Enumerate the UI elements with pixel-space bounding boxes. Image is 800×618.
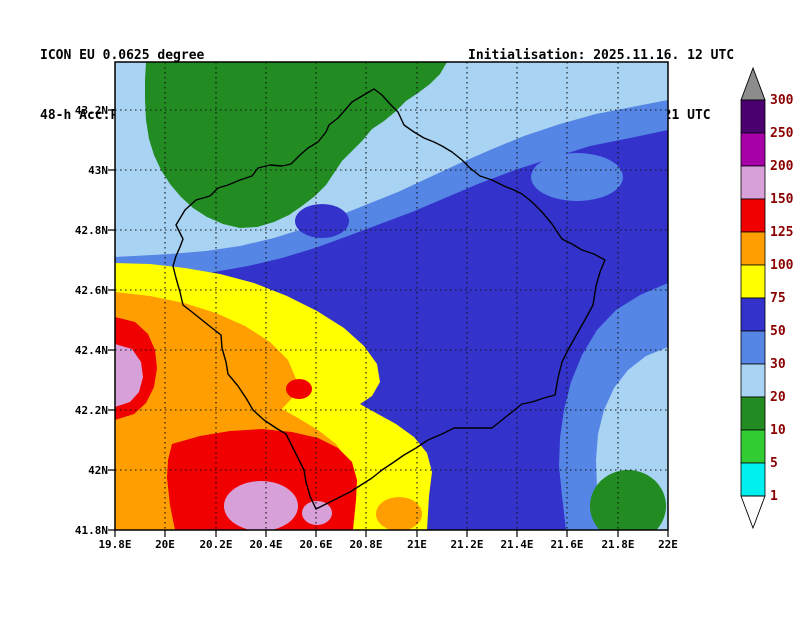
init-time: Initialisation: 2025.11.16. 12 UTC <box>468 48 735 63</box>
legend-label: 5 <box>770 456 778 471</box>
lon-label: 19.8E <box>98 538 131 551</box>
legend-label: 75 <box>770 291 786 306</box>
field-125-150-red-spot <box>286 379 312 399</box>
field-10-20-green-southeast <box>590 470 666 530</box>
lon-label: 20.8E <box>349 538 382 551</box>
model-title: ICON EU 0.0625 degree <box>40 48 205 63</box>
map-frame <box>114 61 669 531</box>
lat-label: 43.2N <box>75 104 108 117</box>
grid-horizontal <box>115 109 668 471</box>
lon-label: 21E <box>407 538 427 551</box>
field-150-200-plum-south-a <box>224 481 298 530</box>
lat-label: 42N <box>88 464 108 477</box>
lat-label: 42.6N <box>75 284 108 297</box>
lon-label: 20E <box>155 538 175 551</box>
lon-label: 20.6E <box>299 538 332 551</box>
legend-label: 20 <box>770 390 786 405</box>
lat-label: 42.8N <box>75 224 108 237</box>
legend-band-10-20 <box>740 396 766 431</box>
lon-ticks <box>114 530 669 537</box>
lon-label: 21.6E <box>550 538 583 551</box>
legend-label: 30 <box>770 357 786 372</box>
legend-label: 300 <box>770 93 794 108</box>
lat-label: 43N <box>88 164 108 177</box>
field-100-125-orange-south-blob <box>376 497 422 530</box>
lat-label: 42.2N <box>75 404 108 417</box>
lon-label: 21.2E <box>450 538 483 551</box>
legend-band-75-100 <box>740 264 766 299</box>
color-scale-legend: 300 250 200 150 125 100 75 50 30 20 10 5… <box>740 66 794 530</box>
field-150-200-plum-south-b <box>302 501 332 525</box>
country-border <box>172 88 606 510</box>
lat-axis: 43.2N 43N 42.8N 42.6N 42.4N 42.2N 42N 41… <box>75 104 115 537</box>
lon-label: 20.4E <box>249 538 282 551</box>
lon-label: 21.4E <box>500 538 533 551</box>
legend-band-150-200 <box>740 165 766 200</box>
legend-label: 100 <box>770 258 794 273</box>
legend-label: 125 <box>770 225 793 240</box>
legend-label: 10 <box>770 423 786 438</box>
lat-label: 41.8N <box>75 524 108 537</box>
lat-ticks <box>108 109 115 531</box>
legend-label: 150 <box>770 192 794 207</box>
legend-band-20-30 <box>740 363 766 398</box>
legend-label: 200 <box>770 159 794 174</box>
legend-band-30-50 <box>740 330 766 365</box>
legend-band-250-300 <box>740 99 766 134</box>
field-30-50-patch-northeast <box>531 153 623 201</box>
field-10-20-green-north <box>145 62 447 228</box>
legend-label: 1 <box>770 489 778 504</box>
legend-arrow-bottom <box>740 495 766 530</box>
legend-band-125-150 <box>740 198 766 233</box>
lat-label: 42.4N <box>75 344 108 357</box>
field-150-200-plum-west <box>115 344 143 407</box>
legend-band-50-75 <box>740 297 766 332</box>
legend-label: 250 <box>770 126 794 141</box>
legend-band-1-5 <box>740 462 766 497</box>
lon-label: 20.2E <box>199 538 232 551</box>
precip-field <box>115 62 668 530</box>
legend-arrow-top <box>740 66 766 101</box>
lon-label: 21.8E <box>601 538 634 551</box>
lon-axis: 19.8E 20E 20.2E 20.4E 20.6E 20.8E 21E 21… <box>98 530 678 551</box>
field-50-75-patch-north <box>295 204 349 238</box>
legend-band-5-10 <box>740 429 766 464</box>
lon-label: 22E <box>658 538 678 551</box>
grid-lines <box>115 62 668 530</box>
legend-band-100-125 <box>740 231 766 266</box>
legend-band-200-250 <box>740 132 766 167</box>
legend-label: 50 <box>770 324 786 339</box>
